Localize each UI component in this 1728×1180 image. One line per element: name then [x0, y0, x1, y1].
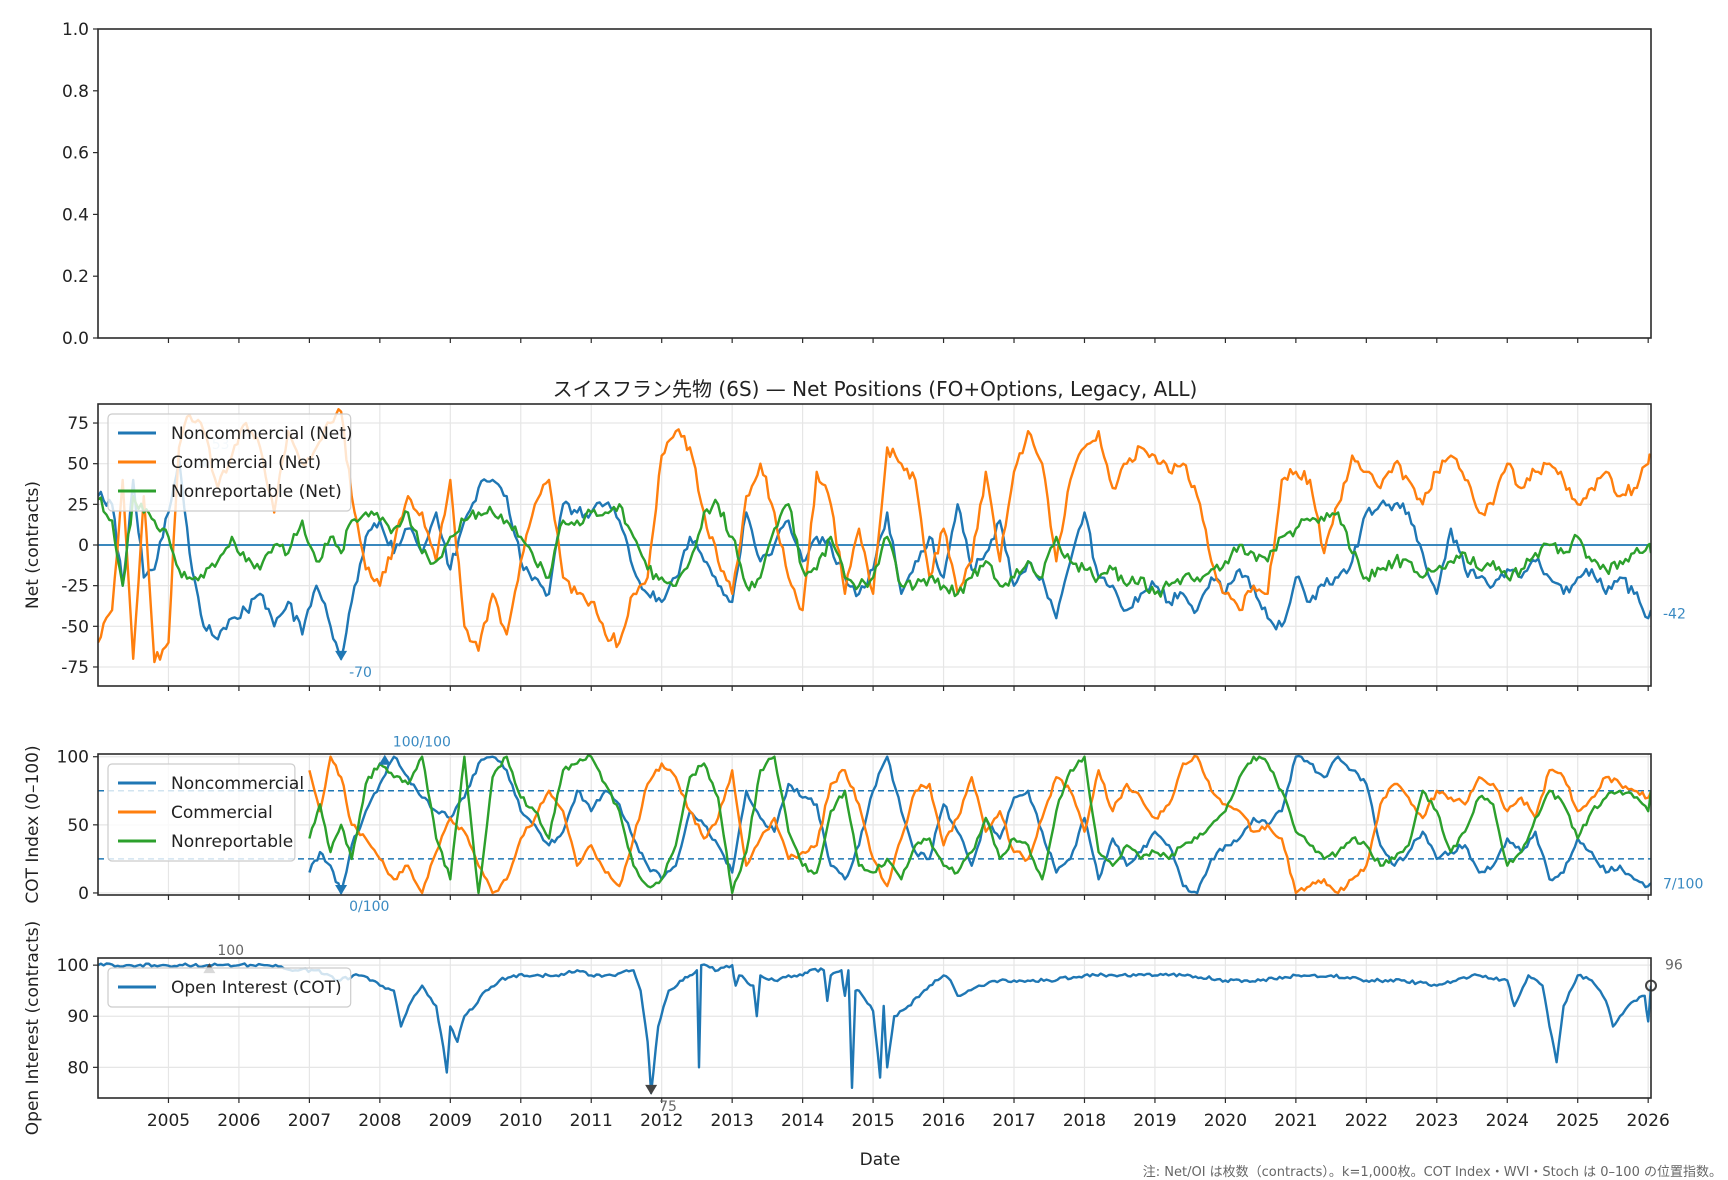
x-tick-label: 2026 [1627, 1111, 1670, 1131]
series-line-noncommercial [308, 754, 1651, 895]
legend-label-noncommercial: Noncommercial [171, 774, 304, 794]
x-tick-label: 2013 [711, 1111, 754, 1131]
y-tick-label: -75 [61, 658, 89, 678]
x-tick-label: 2023 [1415, 1111, 1458, 1131]
y-tick-label: 100 [57, 748, 89, 768]
panel-empty-axes: 0.0 0.2 0.4 0.6 0.8 1.0 [62, 20, 1652, 349]
min-annotation: 0/100 [349, 899, 389, 915]
net-chart-title: スイスフラン先物 (6S) — Net Positions (FO+Option… [553, 377, 1198, 401]
legend-label-commercial: Commercial (Net) [171, 453, 321, 473]
y-tick-label: 0 [78, 884, 89, 904]
legend-label-commercial: Commercial [171, 803, 273, 823]
axes-frame [97, 753, 1652, 896]
y-axis-label: Open Interest (contracts) [23, 921, 43, 1135]
min-marker [645, 1084, 658, 1095]
x-tick-label: 2022 [1345, 1111, 1388, 1131]
x-tick-label: 2015 [851, 1111, 894, 1131]
axes-frame [97, 28, 1652, 339]
legend-box [107, 967, 352, 1008]
x-tick-label: 2016 [922, 1111, 965, 1131]
legend-label-noncommercial: Open Interest (COT) [171, 978, 342, 998]
legend-box [107, 763, 296, 862]
x-tick-label: 2014 [781, 1111, 824, 1131]
plot-area [98, 962, 1651, 1095]
y-tick-label: 0.8 [62, 82, 89, 102]
legend[interactable]: Noncommercial Commercial Nonreportable [107, 763, 304, 862]
x-tick-label: 2021 [1274, 1111, 1317, 1131]
y-tick-label: 0.4 [62, 205, 89, 225]
legend[interactable]: Noncommercial (Net) Commercial (Net) Nonre… [107, 413, 353, 512]
footnote: 注: Net/OI は枚数（contracts）。k=1,000枚。COT In… [1143, 1165, 1722, 1180]
x-tick-label: 2010 [499, 1111, 542, 1131]
legend-label-noncommercial: Noncommercial (Net) [171, 424, 353, 444]
legend-label-nonreportable: Nonreportable [171, 832, 293, 852]
x-tick-label: 2019 [1133, 1111, 1176, 1131]
series-line-noncommercial [98, 962, 1651, 1095]
max-annotation: 100 [217, 943, 244, 959]
y-tick-label: 25 [67, 495, 89, 515]
y-tick-label: 0.6 [62, 144, 89, 164]
legend[interactable]: Open Interest (COT) [107, 967, 352, 1008]
legend-box [107, 413, 352, 512]
y-axis-label: Net (contracts) [23, 481, 43, 609]
x-tick-label: 2005 [147, 1111, 190, 1131]
x-tick-label: 2018 [1063, 1111, 1106, 1131]
y-tick-label: 0.0 [62, 329, 89, 349]
y-tick-label: 90 [67, 1007, 89, 1027]
min-marker [335, 884, 348, 895]
last-annotation: 7/100 [1663, 876, 1703, 892]
x-tick-label: 2011 [570, 1111, 613, 1131]
panel-open-interest: 80 90 100 2005 2006 2007 2008 2009 2010 2011 2012 2… [23, 921, 1683, 1135]
y-tick-label: 50 [67, 455, 89, 475]
x-tick-label: 2025 [1556, 1111, 1599, 1131]
legend-label-nonreportable: Nonreportable (Net) [171, 482, 342, 502]
series-line-commercial [98, 408, 1651, 664]
x-tick-label: 2012 [640, 1111, 683, 1131]
axes-frame [97, 403, 1652, 687]
y-tick-label: -50 [61, 617, 89, 637]
series-line-nonreportable [308, 754, 1651, 895]
x-tick-label: 2009 [429, 1111, 472, 1131]
x-tick-label: 2008 [358, 1111, 401, 1131]
y-tick-label: 50 [67, 816, 89, 836]
y-tick-label: 75 [67, 414, 89, 434]
min-annotation: 75 [659, 1099, 677, 1115]
series-line-nonreportable [98, 495, 1651, 598]
y-axis-label: COT Index (0–100) [23, 745, 43, 903]
plot-area [98, 754, 1651, 895]
series-line-commercial [308, 754, 1651, 895]
y-tick-label: 0.2 [62, 267, 89, 287]
series-line-noncommercial [98, 457, 1651, 660]
x-tick-label: 2006 [217, 1111, 260, 1131]
min-marker [335, 650, 348, 661]
last-annotation: 96 [1665, 958, 1683, 974]
y-tick-label: 80 [67, 1058, 89, 1078]
x-axis-label: Date [860, 1150, 901, 1170]
x-tick-label: 2020 [1204, 1111, 1247, 1131]
y-tick-label: -25 [61, 577, 89, 597]
min-annotation: -70 [349, 665, 372, 681]
y-tick-label: 1.0 [62, 20, 89, 40]
y-tick-label: 100 [57, 956, 89, 976]
last-annotation: -42 [1663, 606, 1686, 622]
x-tick-label: 2017 [992, 1111, 1035, 1131]
panel-cot-index: 0 50 100 COT Index (0–100) 100/100 0/100 7/100… [23, 735, 1703, 915]
max-annotation: 100/100 [393, 735, 451, 751]
plot-area [98, 408, 1651, 664]
y-tick-label: 0 [78, 536, 89, 556]
axes-frame [97, 957, 1652, 1099]
x-tick-label: 2024 [1486, 1111, 1529, 1131]
x-tick-label: 2007 [288, 1111, 331, 1131]
max-marker [378, 754, 391, 765]
